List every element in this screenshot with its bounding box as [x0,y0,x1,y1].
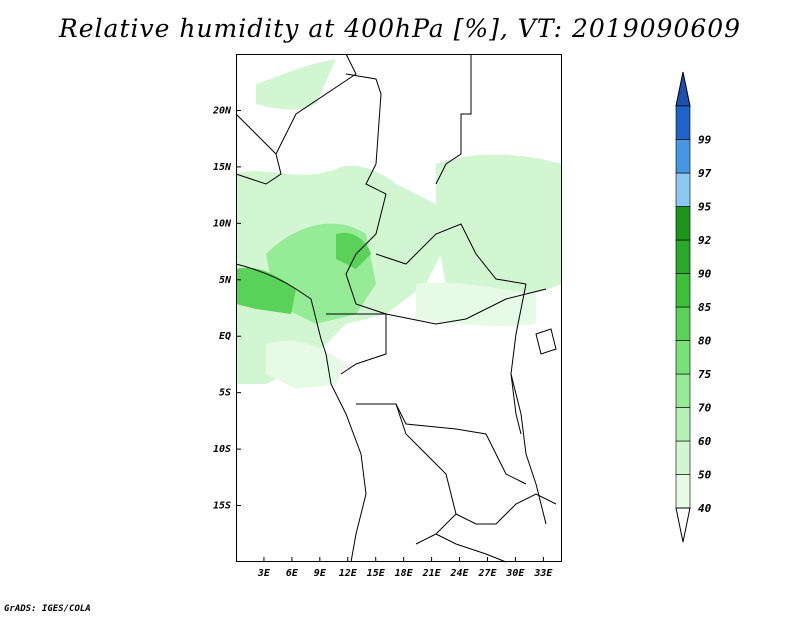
legend-swatch [675,440,691,475]
border-angola [356,403,457,545]
lat-label: 10S [213,444,231,455]
legend-label: 85 [698,301,712,314]
legend-swatch [675,273,691,308]
lat-label: EQ [219,331,231,342]
color-legend: 40 50 60 70 75 80 85 90 92 95 97 99 [675,71,712,543]
map-frame [236,54,562,562]
lat-label: 15S [213,501,231,512]
legend-label: 97 [698,167,712,180]
lat-label: 15N [213,162,232,173]
humidity-field-equatorial [416,282,536,327]
legend-label: 95 [698,201,712,214]
lon-label: 15E [367,568,386,579]
legend-swatch [675,206,691,241]
lon-label: 9E [314,568,327,579]
lake-victoria [535,328,557,355]
border-north-4 [435,54,472,185]
legend-label: 40 [698,502,712,515]
border-congo [385,288,547,325]
lat-label: 5N [219,275,232,286]
legend-swatch [675,373,691,408]
border-north-3 [345,73,387,195]
legend-max-arrow [675,71,691,107]
lon-label: 30E [505,568,525,579]
grads-credit: GrADS: IGES/COLA [4,604,91,614]
lon-label: 6E [286,568,299,579]
border-drc-east [510,283,547,525]
border-drc-south [366,403,527,485]
latitude-ticks: 20N 15N 10N 5N EQ 5S 10S 15S [212,105,241,512]
lon-label: 12E [339,568,358,579]
lake-tanganyika [510,373,522,435]
legend-label: 60 [698,435,712,448]
humidity-field-south [266,340,346,389]
legend-label: 80 [698,335,712,348]
humidity-field-north [256,59,336,110]
border-chad [345,193,387,315]
longitude-ticks: 3E 6E 9E 12E 15E 18E 21E 24E 27E 30E 33E [257,557,553,579]
lat-label: 5S [219,388,231,399]
lon-label: 24E [450,568,470,579]
coastline-west [235,263,367,563]
lon-label: 27E [477,568,497,579]
legend-swatch [675,340,691,375]
border-north-1 [235,113,282,185]
humidity-field-east [436,154,562,299]
lon-label: 33E [533,568,553,579]
border-zambia [455,493,557,525]
lon-label: 21E [422,568,442,579]
legend-swatch [675,306,691,341]
legend-swatch [675,474,691,509]
map-panel: 20N 15N 10N 5N EQ 5S 10S 15S 3E 6E 9E 12E 15E 18E 21E… [212,53,562,579]
legend-label: 70 [698,402,712,415]
lat-label: 10N [213,218,232,229]
legend-swatch [675,172,691,207]
legend-swatch [675,407,691,442]
map-title: Relative humidity at 400hPa [%], VT: 201… [58,14,742,43]
legend-swatch [675,139,691,174]
legend-label: 50 [698,469,712,482]
coastlines-borders [235,53,557,563]
border-north-2 [275,53,357,155]
legend-label: 92 [698,234,712,247]
legend-label: 90 [698,268,712,281]
humidity-shading [236,59,562,389]
border-south [435,533,507,563]
border-car [375,223,527,285]
lon-label: 18E [395,568,414,579]
legend-label: 99 [698,134,712,147]
humidity-field-coast [236,267,296,314]
lat-label: 20N [212,105,232,116]
legend-swatch [675,105,691,140]
legend-label: 75 [698,368,712,381]
lon-label: 3E [257,568,271,579]
border-cameroon [326,313,387,375]
humidity-field-core [336,232,371,269]
legend-swatch [675,239,691,274]
legend-min-arrow [675,507,691,543]
